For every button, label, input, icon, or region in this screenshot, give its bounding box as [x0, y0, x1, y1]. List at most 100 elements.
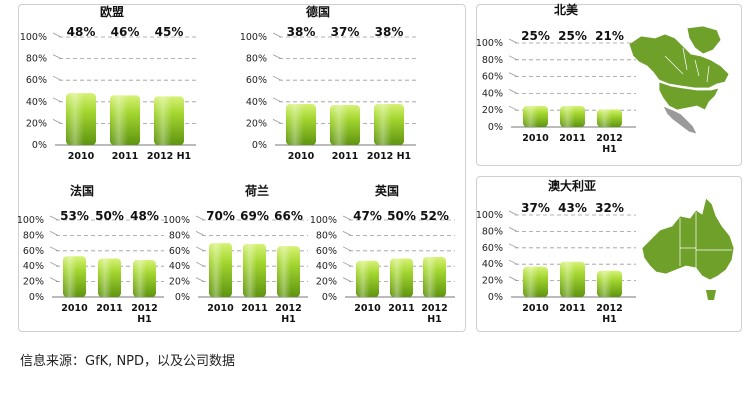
chart-3: 法国 0% 20% 40% 60% 80% 100% 53% 2010 50% 2011 48% 201… — [17, 183, 164, 325]
x-tick-label: 2010 — [354, 303, 381, 314]
bar-shine — [66, 93, 96, 145]
gridline-tick — [342, 277, 352, 282]
y-tick-label: 80% — [482, 226, 503, 237]
y-tick-label: 0% — [29, 292, 44, 303]
data-label: 70% — [206, 209, 235, 223]
y-tick-label: 80% — [482, 55, 503, 66]
bar-shine — [209, 243, 232, 297]
y-tick-label: 40% — [246, 97, 267, 108]
gridline-tick — [195, 215, 205, 221]
x-tick-label: 2011 — [241, 303, 267, 314]
data-label: 69% — [240, 209, 269, 223]
y-tick-label: 100% — [476, 210, 503, 221]
bar-shine — [330, 105, 360, 145]
x-tick-label: 2011 — [332, 151, 358, 162]
y-tick-label: 40% — [23, 261, 44, 272]
source-footnote: 信息来源：GfK, NPD，以及公司数据 — [20, 354, 236, 369]
chart-0: 欧盟 0% 20% 40% 60% 80% 100% 48% 2010 46% 2011 45% 201… — [20, 4, 196, 162]
bar-shine — [374, 103, 404, 145]
gridline-tick — [272, 32, 282, 38]
y-tick-label: 60% — [482, 72, 503, 83]
y-tick-label: 100% — [163, 215, 190, 226]
gridline-tick — [508, 38, 518, 44]
x-tick-label: 2012 — [421, 303, 447, 314]
x-tick-label: 2010 — [522, 303, 549, 314]
chart-1: 德国 0% 20% 40% 60% 80% 100% 38% 2010 37% 2011 38% 201… — [240, 4, 416, 162]
canada-alaska-shape — [628, 33, 730, 89]
usa-shape — [658, 81, 720, 111]
bar-shine — [423, 256, 446, 297]
x-tick-label: 2012 — [131, 303, 157, 314]
chart-5: 英国 0% 20% 40% 60% 80% 100% 47% 2010 50% 2011 52% 201… — [310, 183, 455, 325]
chart-4: 荷兰 0% 20% 40% 60% 80% 100% 70% 2010 69% 2011 66% 201… — [163, 183, 308, 325]
data-label: 38% — [287, 25, 316, 39]
y-tick-label: 100% — [17, 215, 44, 226]
y-tick-label: 20% — [482, 276, 503, 287]
data-label: 66% — [274, 209, 303, 223]
data-label: 25% — [558, 29, 587, 43]
data-label: 46% — [111, 25, 140, 39]
bar-shine — [523, 266, 548, 297]
gridline-tick — [342, 215, 352, 221]
gridline-tick — [49, 215, 59, 221]
gridline-tick — [508, 276, 518, 281]
x-tick-label: 2011 — [559, 303, 585, 314]
data-label: 32% — [595, 201, 624, 215]
gridline-tick — [508, 227, 518, 232]
x-tick-label: 2010 — [61, 303, 88, 314]
y-tick-label: 40% — [482, 88, 503, 99]
gridline-tick — [508, 89, 518, 94]
x-tick-label: H1 — [137, 314, 152, 325]
gridline-tick — [342, 231, 352, 236]
data-label: 48% — [130, 209, 159, 223]
y-tick-label: 20% — [26, 118, 47, 129]
gridline-tick — [49, 261, 59, 267]
mexico-shape — [662, 105, 698, 135]
x-tick-label: 2012 — [596, 133, 622, 144]
gridline-tick — [272, 75, 282, 81]
state-border-lines — [679, 212, 732, 268]
x-tick-label: 2011 — [112, 151, 138, 162]
gridline-tick — [508, 210, 518, 216]
y-tick-label: 40% — [482, 259, 503, 270]
x-tick-label: 2010 — [288, 151, 315, 162]
y-tick-label: 100% — [240, 32, 267, 43]
x-tick-label: 2012 H1 — [367, 151, 411, 162]
y-tick-label: 100% — [476, 38, 503, 49]
bar-shine — [597, 109, 622, 127]
gridline-tick — [52, 97, 62, 103]
bar-shine — [154, 96, 184, 145]
gridline-tick — [508, 243, 518, 249]
y-tick-label: 0% — [252, 140, 267, 151]
y-tick-label: 0% — [488, 292, 503, 303]
gridline-tick — [52, 75, 62, 81]
gridline-tick — [272, 97, 282, 103]
y-tick-label: 20% — [169, 277, 190, 288]
gridline-tick — [272, 119, 282, 124]
x-tick-label: 2010 — [68, 151, 95, 162]
gridline-tick — [49, 277, 59, 282]
data-label: 21% — [595, 29, 624, 43]
x-tick-label: 2012 — [275, 303, 301, 314]
canada-border-lines — [664, 47, 710, 83]
y-tick-label: 80% — [169, 230, 190, 241]
gridline-tick — [508, 105, 518, 111]
data-label: 53% — [60, 209, 89, 223]
data-label: 48% — [67, 25, 96, 39]
bar-shine — [356, 260, 379, 297]
gridline-tick — [52, 32, 62, 38]
y-tick-label: 40% — [26, 97, 47, 108]
data-label: 45% — [155, 25, 184, 39]
bar-shine — [63, 256, 86, 297]
data-label: 37% — [331, 25, 360, 39]
australia-map-icon — [641, 197, 735, 300]
y-tick-label: 20% — [23, 277, 44, 288]
bar-shine — [560, 106, 585, 127]
y-tick-label: 80% — [316, 230, 337, 241]
data-label: 37% — [521, 201, 550, 215]
y-tick-label: 100% — [310, 215, 337, 226]
y-tick-label: 80% — [246, 54, 267, 65]
y-tick-label: 0% — [32, 140, 47, 151]
data-label: 43% — [558, 201, 587, 215]
